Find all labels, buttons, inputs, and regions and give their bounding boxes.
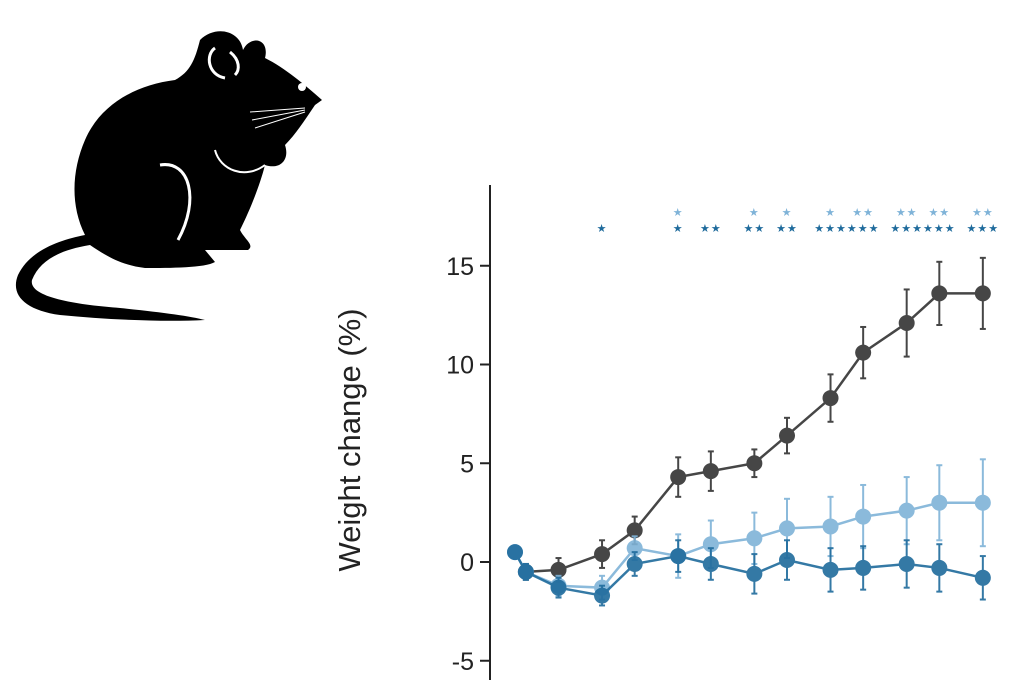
y-tick-label: 0: [460, 549, 474, 577]
series-1: [507, 458, 991, 601]
significance-stars: ★★★: [890, 223, 923, 235]
significance-stars: ★: [825, 207, 836, 219]
y-axis-label: Weight change (%): [332, 308, 367, 571]
data-point: [855, 344, 872, 361]
significance-stars: ★: [782, 207, 793, 219]
data-point: [931, 285, 948, 302]
data-point: [822, 390, 839, 407]
data-point: [702, 555, 719, 572]
data-point: [702, 463, 719, 480]
data-point: [822, 561, 839, 578]
data-point: [594, 546, 611, 563]
data-point: [670, 469, 687, 486]
data-point: [898, 555, 915, 572]
data-point: [746, 455, 763, 472]
data-point: [779, 520, 795, 537]
data-point: [517, 563, 534, 580]
data-point: [974, 494, 991, 511]
significance-stars: ★★: [896, 207, 918, 219]
significance-stars: ★★: [700, 223, 722, 235]
y-tick-label: 5: [460, 450, 474, 478]
data-point: [507, 544, 523, 561]
data-point: [898, 502, 915, 519]
data-point: [550, 561, 567, 578]
y-axis-ticks: -5 0 5 10 15: [446, 253, 490, 676]
plot-area: ★ ★ ★ ★ ★★ ★★ ★★ ★★★ ★ ★★ ★★ ★★ ★★★ ★★★ ★★★ ★★★ ★★★: [507, 207, 1000, 607]
significance-stars: ★★: [972, 207, 994, 219]
y-tick-label: -5: [452, 648, 474, 676]
data-point: [670, 548, 687, 565]
significance-stars: ★: [597, 223, 608, 235]
data-point: [779, 552, 795, 569]
series-2: [507, 539, 991, 607]
data-point: [594, 587, 611, 604]
data-point: [974, 285, 991, 302]
data-point: [779, 427, 795, 444]
data-point: [626, 522, 643, 539]
data-point: [746, 530, 763, 547]
data-point: [626, 540, 643, 557]
data-point: [931, 494, 948, 511]
significance-stars: ★★★: [847, 223, 880, 235]
significance-stars: ★: [673, 207, 684, 219]
data-point: [702, 536, 719, 553]
data-point: [822, 518, 839, 535]
significance-stars: ★★: [852, 207, 874, 219]
significance-stars: ★: [673, 223, 684, 235]
y-tick-label: 10: [446, 352, 474, 380]
data-point: [855, 559, 872, 576]
data-point: [746, 565, 763, 582]
significance-stars: ★: [749, 207, 760, 219]
data-point: [626, 555, 643, 572]
significance-stars: ★★★: [967, 223, 1000, 235]
mouse-silhouette-icon: [15, 31, 323, 321]
data-point: [931, 559, 948, 576]
data-point: [550, 579, 567, 596]
significance-stars: ★★: [776, 223, 798, 235]
data-point: [898, 315, 915, 332]
y-tick-label: 15: [446, 253, 474, 281]
significance-stars: ★★★: [923, 223, 956, 235]
significance-stars: ★★: [743, 223, 765, 235]
significance-stars: ★★: [928, 207, 950, 219]
data-point: [974, 569, 991, 586]
data-point: [855, 508, 872, 525]
significance-stars: ★★★: [814, 223, 847, 235]
